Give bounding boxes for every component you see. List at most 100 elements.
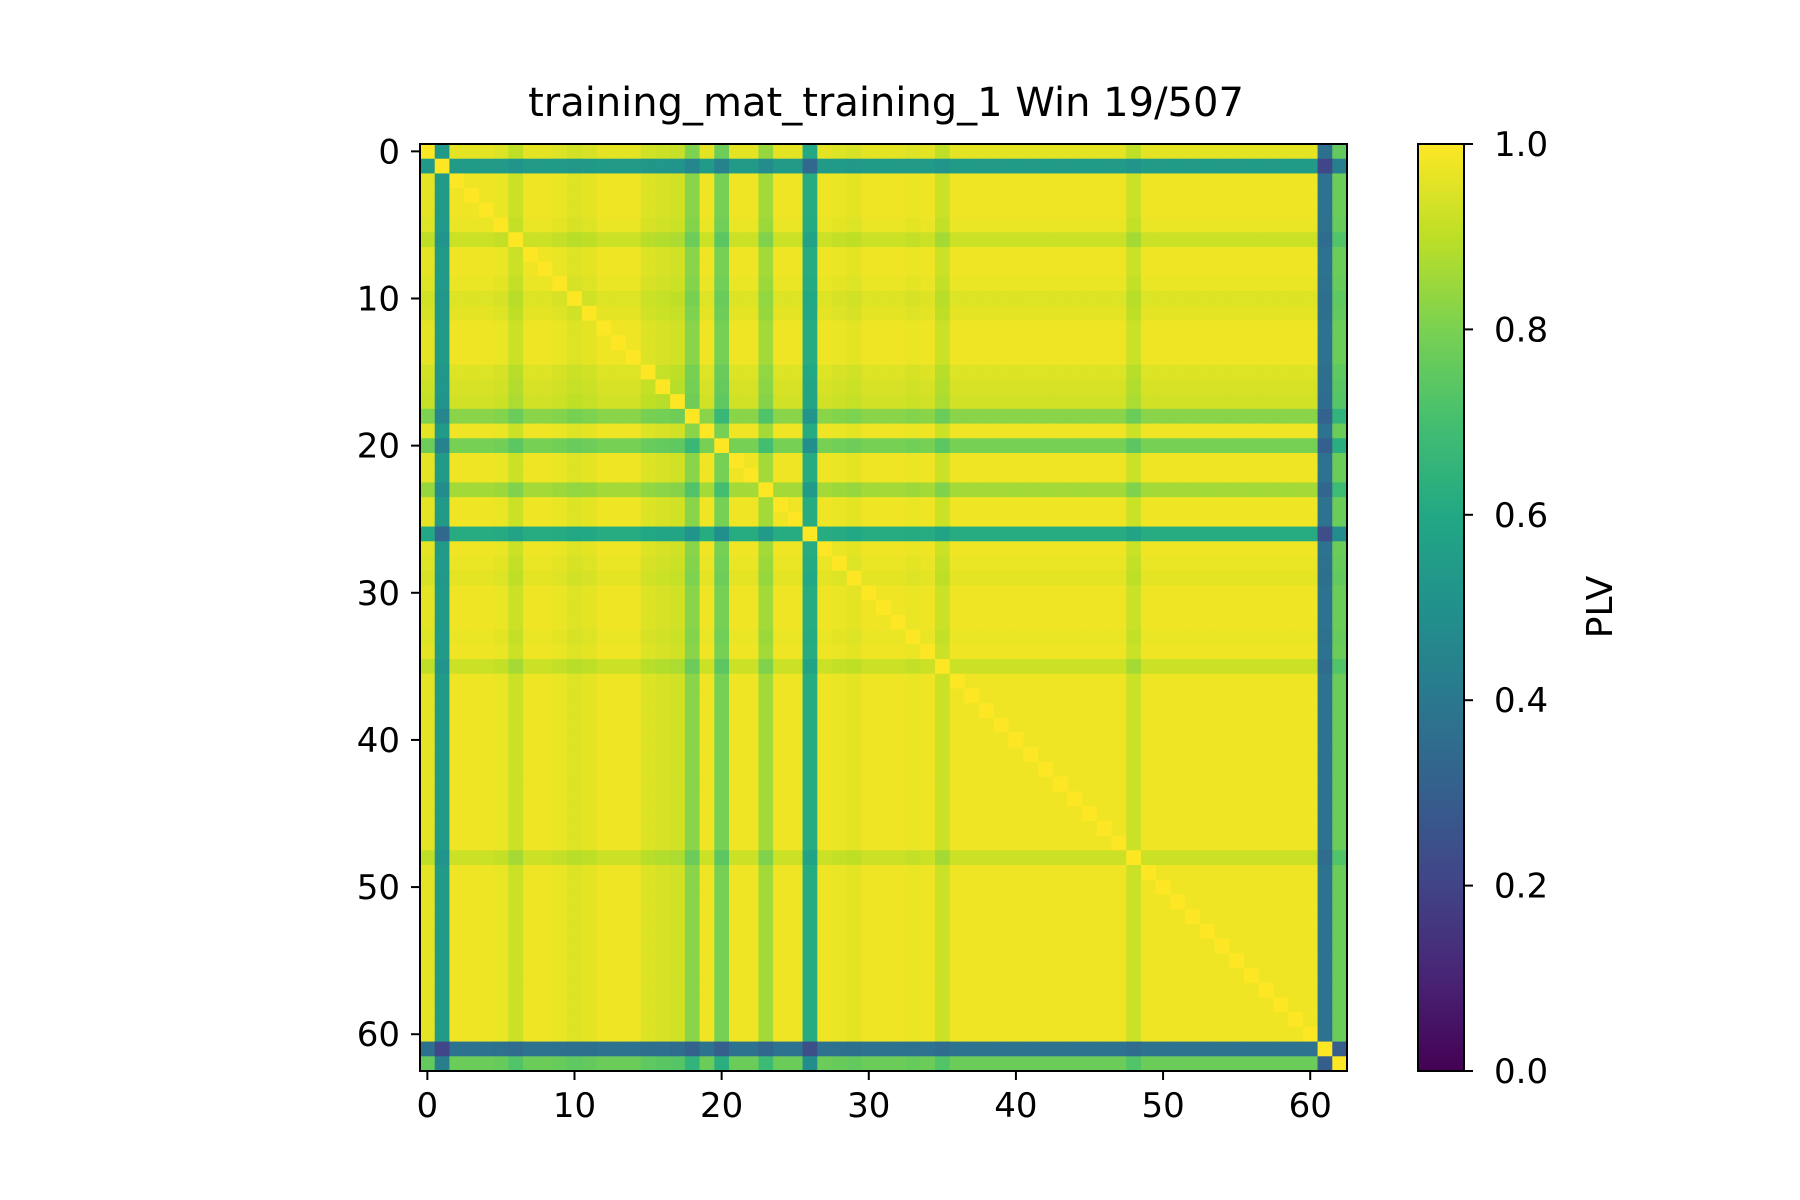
heatmap-cell	[478, 703, 495, 719]
heatmap-cell	[1229, 791, 1245, 807]
heatmap-cell	[523, 894, 539, 910]
heatmap-cell	[876, 467, 892, 484]
heatmap-cell	[773, 673, 789, 690]
heatmap-cell	[596, 291, 612, 307]
heatmap-cell	[1126, 923, 1142, 940]
heatmap-cell	[935, 673, 951, 690]
heatmap-cell	[1229, 1012, 1245, 1028]
heatmap-cell	[552, 276, 568, 292]
heatmap-cell	[1273, 923, 1289, 940]
heatmap-cell	[802, 732, 818, 748]
heatmap-cell	[964, 144, 980, 160]
heatmap-cell	[464, 585, 480, 601]
heatmap-cell	[949, 820, 966, 837]
heatmap-cell	[1008, 1026, 1024, 1043]
heatmap-cell	[1185, 526, 1201, 542]
heatmap-cell	[949, 997, 966, 1013]
heatmap-cell	[714, 629, 730, 645]
heatmap-cell	[846, 600, 863, 616]
heatmap-cell	[920, 261, 936, 278]
heatmap-cell	[758, 379, 774, 395]
heatmap-cell	[699, 600, 715, 616]
heatmap-cell	[1273, 556, 1289, 572]
heatmap-cell	[1214, 909, 1230, 925]
heatmap-cell	[802, 247, 818, 263]
heatmap-cell	[670, 673, 686, 690]
heatmap-cell	[449, 1041, 465, 1057]
heatmap-cell	[508, 762, 524, 778]
heatmap-cell	[1067, 614, 1083, 631]
heatmap-cell	[876, 629, 892, 645]
heatmap-cell	[699, 1026, 715, 1043]
heatmap-cell	[1332, 1041, 1348, 1057]
heatmap-cell	[1038, 394, 1054, 410]
heatmap-cell	[1141, 467, 1157, 484]
heatmap-cell	[1214, 350, 1230, 366]
heatmap-cell	[1141, 659, 1157, 675]
heatmap-cell	[699, 585, 715, 601]
heatmap-cell	[670, 791, 686, 807]
heatmap-cell	[581, 144, 598, 160]
heatmap-cell	[1067, 644, 1083, 660]
heatmap-cell	[1229, 953, 1245, 969]
heatmap-cell	[935, 188, 951, 204]
heatmap-cell	[1038, 953, 1054, 969]
heatmap-cell	[979, 202, 995, 219]
heatmap-cell	[846, 673, 863, 690]
heatmap-cell	[1199, 1041, 1216, 1057]
heatmap-cell	[773, 556, 789, 572]
heatmap-cell	[1229, 453, 1245, 469]
heatmap-cell	[611, 629, 627, 645]
heatmap-cell	[714, 1056, 730, 1072]
heatmap-cell	[1170, 982, 1186, 999]
heatmap-cell	[1199, 526, 1216, 542]
colorbar-tick-label: 0.0	[1494, 1052, 1548, 1092]
heatmap-cell	[464, 467, 480, 484]
heatmap-cell	[1288, 364, 1304, 381]
heatmap-cell	[434, 379, 451, 395]
heatmap-cell	[846, 659, 863, 675]
heatmap-cell	[537, 408, 554, 425]
heatmap-cell	[478, 585, 495, 601]
heatmap-cell	[537, 438, 554, 454]
heatmap-cell	[640, 629, 657, 645]
heatmap-cell	[729, 453, 745, 469]
heatmap-cell	[979, 953, 995, 969]
heatmap-cell	[1023, 1056, 1039, 1072]
heatmap-cell	[684, 247, 701, 263]
heatmap-cell	[905, 850, 921, 866]
heatmap-cell	[1288, 482, 1304, 498]
heatmap-cell	[699, 335, 715, 351]
heatmap-cell	[493, 953, 509, 969]
heatmap-cell	[817, 703, 833, 719]
heatmap-cell	[1023, 364, 1039, 381]
heatmap-cell	[1185, 600, 1201, 616]
heatmap-cell	[626, 717, 642, 734]
heatmap-cell	[552, 1026, 568, 1043]
heatmap-cell	[684, 1012, 701, 1028]
heatmap-cell	[611, 659, 627, 675]
heatmap-cell	[714, 968, 730, 984]
heatmap-cell	[1244, 541, 1260, 557]
heatmap-cell	[508, 556, 524, 572]
heatmap-cell	[464, 173, 480, 189]
heatmap-cell	[449, 482, 465, 498]
heatmap-cell	[1229, 865, 1245, 881]
heatmap-cell	[729, 953, 745, 969]
heatmap-cell	[684, 482, 701, 498]
heatmap-cell	[1199, 408, 1216, 425]
heatmap-cell	[1332, 511, 1348, 528]
heatmap-cell	[581, 953, 598, 969]
heatmap-cell	[655, 585, 671, 601]
heatmap-cell	[493, 320, 509, 336]
heatmap-cell	[523, 305, 539, 322]
heatmap-cell	[523, 835, 539, 851]
heatmap-cell	[1199, 820, 1216, 837]
heatmap-cell	[493, 261, 509, 278]
heatmap-cell	[552, 541, 568, 557]
heatmap-cell	[567, 511, 583, 528]
heatmap-cell	[861, 526, 877, 542]
heatmap-cell	[1332, 879, 1348, 896]
heatmap-cell	[449, 423, 465, 439]
heatmap-cell	[1185, 762, 1201, 778]
